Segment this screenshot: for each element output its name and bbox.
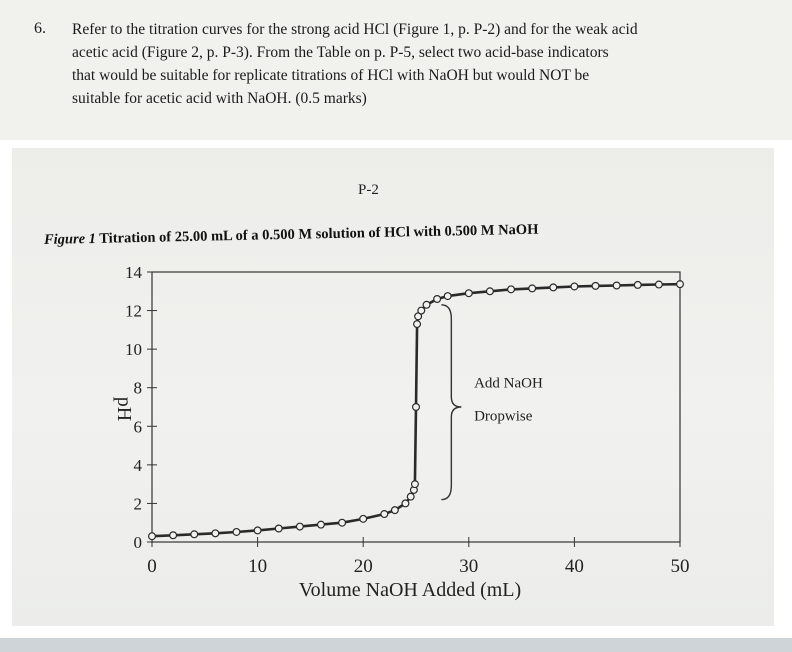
data-point	[338, 518, 347, 527]
data-point	[417, 306, 426, 315]
data-point	[464, 289, 473, 298]
y-tick-label: 12	[125, 302, 142, 321]
data-point	[612, 281, 621, 290]
question-line-4: suitable for acetic acid with NaOH. (0.5…	[72, 90, 367, 107]
x-axis-label: Volume NaOH Added (mL)	[299, 579, 521, 601]
data-point	[422, 300, 431, 309]
question-line-1: Refer to the titration curves for the st…	[72, 21, 638, 38]
plot-frame	[151, 271, 681, 543]
y-axis-label: pH	[113, 397, 135, 421]
data-point	[169, 531, 178, 540]
data-point	[410, 480, 419, 489]
data-point	[390, 506, 399, 515]
data-point	[485, 287, 494, 296]
y-tick-label: 14	[125, 263, 143, 282]
x-tick-label: 40	[565, 556, 584, 577]
data-point	[316, 520, 325, 529]
question-line-2: acetic acid (Figure 2, p. P-3). From the…	[72, 44, 609, 61]
y-tick-label: 2	[134, 494, 143, 513]
data-point	[274, 524, 283, 533]
data-point	[633, 280, 642, 289]
x-tick-label: 0	[147, 556, 157, 577]
data-point	[401, 499, 410, 508]
data-point	[406, 492, 415, 501]
textbook-photo	[12, 148, 774, 626]
question-box: 6. Refer to the titration curves for the…	[0, 0, 792, 140]
annotation-text: Dropwise	[474, 409, 533, 425]
data-point	[148, 532, 157, 541]
annotation-brace	[441, 304, 462, 501]
data-point	[507, 285, 516, 294]
data-point	[232, 527, 241, 536]
y-tick-label: 6	[134, 417, 143, 436]
data-point	[654, 280, 663, 289]
data-point	[380, 510, 389, 519]
data-point	[443, 292, 452, 301]
question-text: Refer to the titration curves for the st…	[72, 18, 762, 110]
data-point	[570, 282, 579, 291]
data-point	[412, 403, 421, 412]
page-label: P-2	[358, 182, 379, 198]
x-tick-label: 30	[459, 556, 478, 577]
x-tick-label: 20	[354, 556, 373, 577]
question-line-3: that would be suitable for replicate tit…	[72, 67, 590, 84]
data-point	[413, 320, 422, 329]
data-point	[253, 526, 262, 535]
data-point	[528, 284, 537, 293]
data-point	[190, 530, 199, 539]
x-tick-label: 10	[248, 556, 267, 577]
x-tick-label: 50	[671, 556, 690, 577]
y-tick-label: 0	[134, 533, 143, 552]
y-tick-label: 10	[125, 340, 142, 359]
data-point	[675, 280, 684, 289]
data-point	[211, 529, 220, 538]
data-point	[433, 295, 442, 304]
y-tick-label: 8	[134, 379, 143, 398]
data-point	[295, 522, 304, 531]
question-number: 6.	[34, 20, 46, 37]
annotation-text: Add NaOH	[474, 376, 543, 392]
data-point	[549, 283, 558, 292]
data-point	[359, 514, 368, 523]
next-section-edge	[0, 638, 792, 652]
y-tick-label: 4	[134, 456, 143, 475]
data-point	[591, 281, 600, 290]
